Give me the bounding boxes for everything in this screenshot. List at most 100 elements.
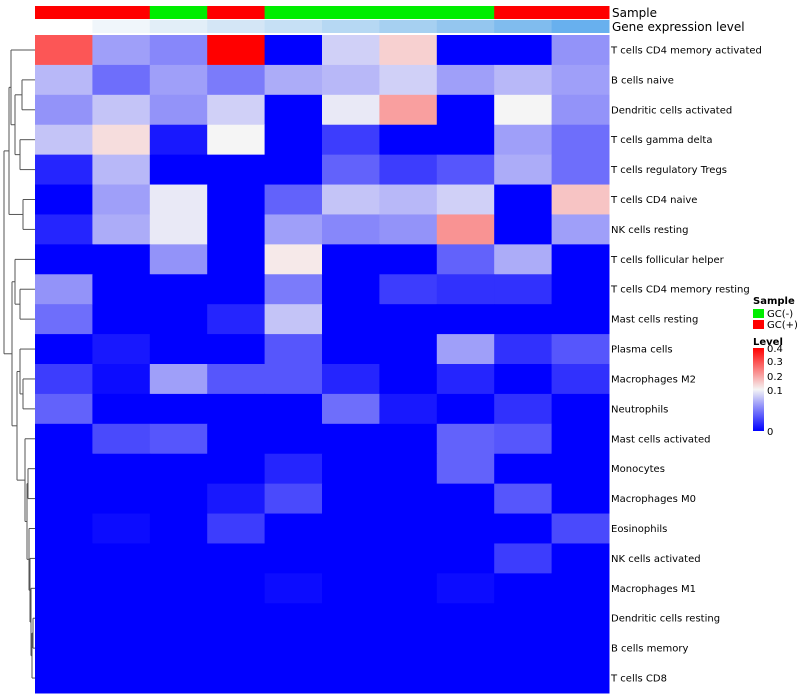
heatmap-cell-19-2: [149, 603, 208, 634]
row-label-mast-cells-resting: Mast cells resting: [611, 315, 698, 326]
heatmap-cell-21-5: [322, 663, 380, 694]
heatmap-cell-6-3: [207, 214, 266, 245]
heatmap-cell-0-0: [35, 35, 93, 66]
heatmap-cell-14-3: [207, 453, 266, 485]
heatmap-cell-8-8: [494, 274, 553, 305]
expression-track-cell-9: [551, 20, 610, 33]
heatmap-cell-2-5: [322, 94, 380, 126]
heatmap-cell-11-8: [494, 364, 553, 395]
heatmap-cell-20-1: [92, 633, 151, 664]
heatmap-cell-6-9: [551, 214, 610, 245]
heatmap-cell-10-0: [35, 334, 93, 365]
heatmap-cell-6-4: [264, 214, 323, 245]
heatmap-cell-0-4: [264, 35, 323, 66]
row-label-t-cells-cd4-memory-resting: T cells CD4 memory resting: [610, 285, 750, 296]
heatmap-cell-20-5: [322, 633, 380, 664]
heatmap-cell-1-6: [379, 64, 438, 96]
heatmap-cell-9-8: [494, 304, 553, 335]
legend-label-gc-minus: GC(-): [767, 309, 793, 320]
row-label-b-cells-memory: B cells memory: [611, 644, 688, 655]
heatmap-cell-6-5: [322, 214, 380, 245]
sample-track-cell-6: [379, 6, 438, 19]
heatmap-cell-11-0: [35, 364, 93, 395]
sample-track-cell-7: [436, 6, 495, 19]
heatmap-cell-14-7: [436, 453, 495, 485]
row-label-macrophages-m0: Macrophages M0: [611, 494, 696, 505]
heatmap-cell-9-4: [264, 304, 323, 335]
heatmap-cell-12-3: [207, 393, 266, 425]
legend-tick-0-3: 0.3: [767, 357, 783, 368]
heatmap-cell-8-6: [379, 274, 438, 305]
row-dendrogram: [3, 49, 35, 679]
heatmap-cell-11-3: [207, 364, 266, 395]
heatmap-cell-6-6: [379, 214, 438, 245]
heatmap-cell-1-1: [92, 64, 151, 96]
heatmap-cell-19-5: [322, 603, 380, 634]
heatmap-cell-12-6: [379, 393, 438, 425]
heatmap-cell-18-1: [92, 573, 151, 604]
heatmap-cell-16-1: [92, 513, 151, 544]
heatmap-cell-20-8: [494, 633, 553, 664]
heatmap-cell-5-9: [551, 184, 610, 215]
expression-track-cell-7: [436, 20, 495, 33]
sample-track-cell-1: [92, 6, 151, 19]
heatmap-cell-2-8: [494, 94, 553, 126]
sample-track-cell-9: [551, 6, 610, 19]
heatmap-cell-7-5: [322, 244, 380, 275]
heatmap-cell-9-1: [92, 304, 151, 335]
heatmap-cell-21-6: [379, 663, 438, 694]
heatmap-cell-0-8: [494, 35, 553, 66]
heatmap-cell-15-9: [551, 483, 610, 515]
heatmap-cell-10-5: [322, 334, 380, 365]
heatmap-cell-11-7: [436, 364, 495, 395]
heatmap-cell-17-4: [264, 543, 323, 574]
heatmap-cell-15-4: [264, 483, 323, 515]
track-label-sample: Sample: [612, 6, 657, 20]
heatmap-cell-5-7: [436, 184, 495, 215]
heatmap-cell-16-4: [264, 513, 323, 544]
heatmap-cell-4-3: [207, 154, 266, 186]
heatmap-cell-7-2: [149, 244, 208, 275]
heatmap-cell-3-1: [92, 124, 151, 156]
heatmap-cell-6-0: [35, 214, 93, 245]
heatmap-cell-8-0: [35, 274, 93, 305]
heatmap-cell-9-9: [551, 304, 610, 335]
heatmap-cell-2-6: [379, 94, 438, 126]
heatmap-cell-1-5: [322, 64, 380, 96]
heatmap-cell-15-1: [92, 483, 151, 515]
heatmap-cell-5-6: [379, 184, 438, 215]
heatmap-cell-13-0: [35, 423, 93, 455]
row-label-b-cells-naive: B cells naive: [611, 75, 674, 86]
expression-track-cell-4: [264, 20, 323, 33]
row-label-nk-cells-resting: NK cells resting: [611, 225, 688, 236]
row-label-t-cells-gamma-delta: T cells gamma delta: [610, 135, 712, 146]
heatmap-cell-3-6: [379, 124, 438, 156]
heatmap-cell-19-7: [436, 603, 495, 634]
legend-level-colorbar: [753, 348, 764, 431]
heatmap-cell-18-2: [149, 573, 208, 604]
heatmap-cell-20-6: [379, 633, 438, 664]
heatmap-cell-20-9: [551, 633, 610, 664]
heatmap-cell-6-1: [92, 214, 151, 245]
heatmap-cell-18-8: [494, 573, 553, 604]
heatmap-cell-15-0: [35, 483, 93, 515]
row-label-mast-cells-activated: Mast cells activated: [611, 434, 710, 445]
heatmap-cell-3-9: [551, 124, 610, 156]
heatmap-cell-18-5: [322, 573, 380, 604]
heatmap-cell-3-5: [322, 124, 380, 156]
heatmap-cell-5-8: [494, 184, 553, 215]
heatmap-cell-12-8: [494, 393, 553, 425]
heatmap-cell-2-9: [551, 94, 610, 126]
heatmap-cell-20-0: [35, 633, 93, 664]
heatmap-cell-16-6: [379, 513, 438, 544]
heatmap-cell-5-3: [207, 184, 266, 215]
heatmap-cell-17-6: [379, 543, 438, 574]
heatmap-cell-16-3: [207, 513, 266, 544]
legend: Sample GC(-) GC(+) Level 0.4 0.3 0.2 0.1…: [753, 296, 798, 438]
sample-track-cell-2: [149, 6, 208, 19]
heatmap-cell-5-4: [264, 184, 323, 215]
heatmap-cell-18-0: [35, 573, 93, 604]
legend-tick-0: 0: [767, 427, 773, 438]
heatmap-cell-8-2: [149, 274, 208, 305]
heatmap-cell-14-5: [322, 453, 380, 485]
